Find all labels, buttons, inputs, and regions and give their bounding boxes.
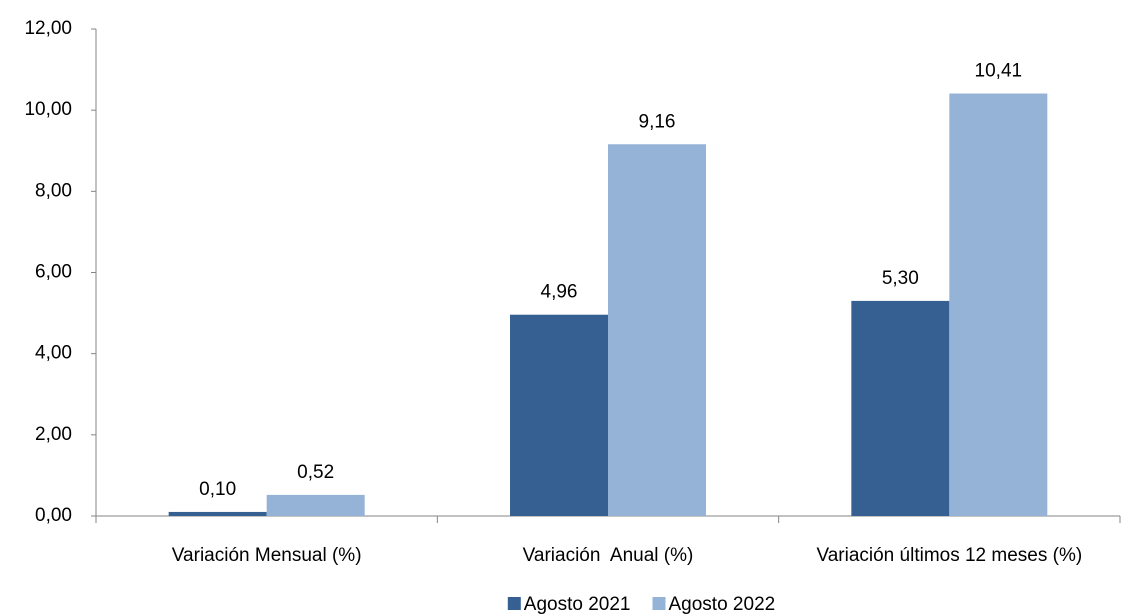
y-tick-label: 0,00: [35, 505, 72, 526]
x-tick-label: Variación Anual (%): [523, 545, 694, 566]
bar: [949, 93, 1048, 516]
bar: [608, 144, 706, 517]
y-tick-label: 2,00: [35, 424, 72, 445]
legend-swatch: [652, 597, 666, 610]
legend-label: Agosto 2021: [524, 594, 631, 615]
y-tick-label: 6,00: [35, 262, 72, 283]
value-label: 10,41: [975, 61, 1023, 82]
value-label: 9,16: [639, 111, 676, 132]
value-label: 4,96: [541, 282, 578, 303]
value-label: 0,52: [297, 462, 334, 483]
bar: [851, 300, 950, 516]
legend-label: Agosto 2022: [669, 594, 776, 615]
y-tick-label: 4,00: [35, 343, 72, 364]
y-tick-label: 12,00: [24, 18, 72, 39]
value-label: 5,30: [882, 268, 919, 289]
y-tick-label: 10,00: [24, 99, 72, 120]
bar: [510, 314, 608, 516]
bar: [168, 511, 267, 516]
y-tick-label: 8,00: [35, 180, 72, 201]
x-tick-label: Variación últimos 12 meses (%): [816, 545, 1082, 566]
value-label: 0,10: [199, 479, 236, 500]
bar: [266, 494, 365, 516]
x-tick-label: Variación Mensual (%): [172, 545, 362, 566]
legend-swatch: [507, 597, 521, 610]
